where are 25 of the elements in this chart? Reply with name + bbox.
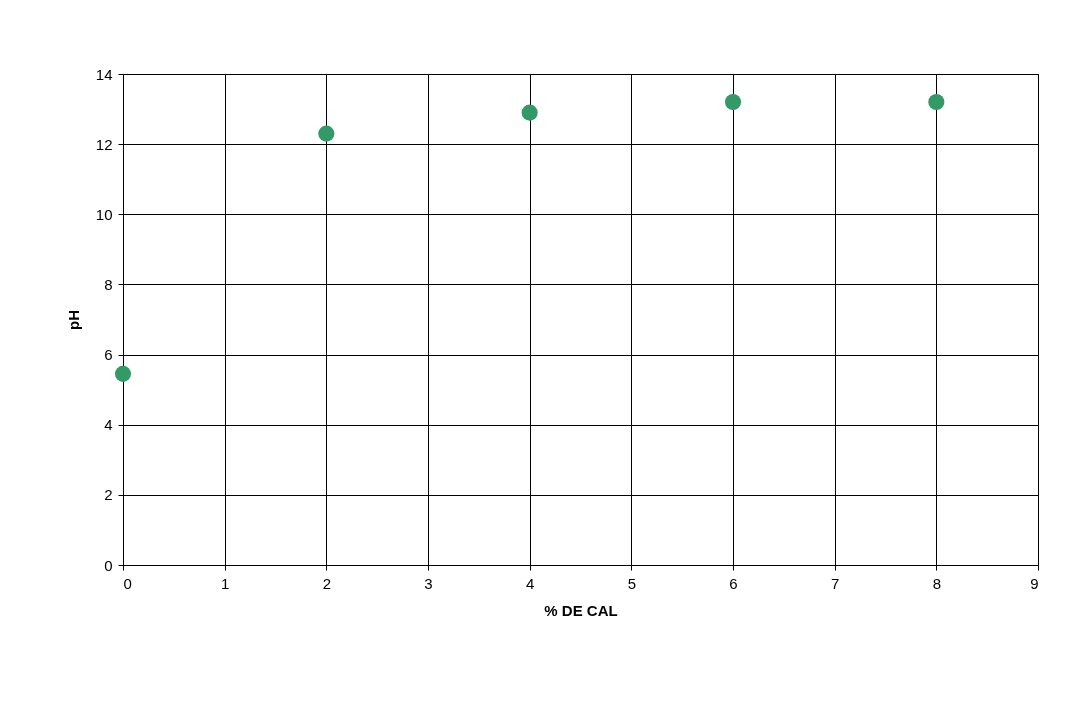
y-tick-label: 2 [104, 486, 113, 504]
y-tick-label: 4 [104, 416, 113, 434]
y-axis-title: pH [64, 310, 82, 330]
point [724, 94, 742, 111]
x-tick-label: 3 [424, 574, 433, 592]
y-tick-label: 6 [104, 346, 113, 364]
x-tick-label: 5 [627, 574, 637, 592]
point [521, 104, 538, 121]
x-tick-label: 9 [1030, 574, 1039, 592]
x-tick-label: 8 [932, 574, 942, 592]
x-tick-label: 7 [830, 574, 840, 592]
y-tick-label: 14 [95, 65, 113, 83]
point [928, 94, 945, 111]
y-tick-label: 0 [104, 556, 113, 574]
point [318, 125, 335, 142]
x-tick-label: 0 [123, 574, 132, 592]
x-axis-title: % DE CAL [544, 601, 618, 619]
y-tick-label: 10 [95, 205, 113, 223]
x-tick-label: 2 [322, 574, 332, 592]
y-tick-label: 12 [95, 135, 113, 153]
x-tick-label: 6 [729, 574, 738, 592]
x-tick-label: 4 [525, 574, 535, 592]
point [114, 365, 132, 382]
x-tick-label: 1 [220, 574, 230, 592]
y-tick-label: 8 [104, 275, 113, 293]
